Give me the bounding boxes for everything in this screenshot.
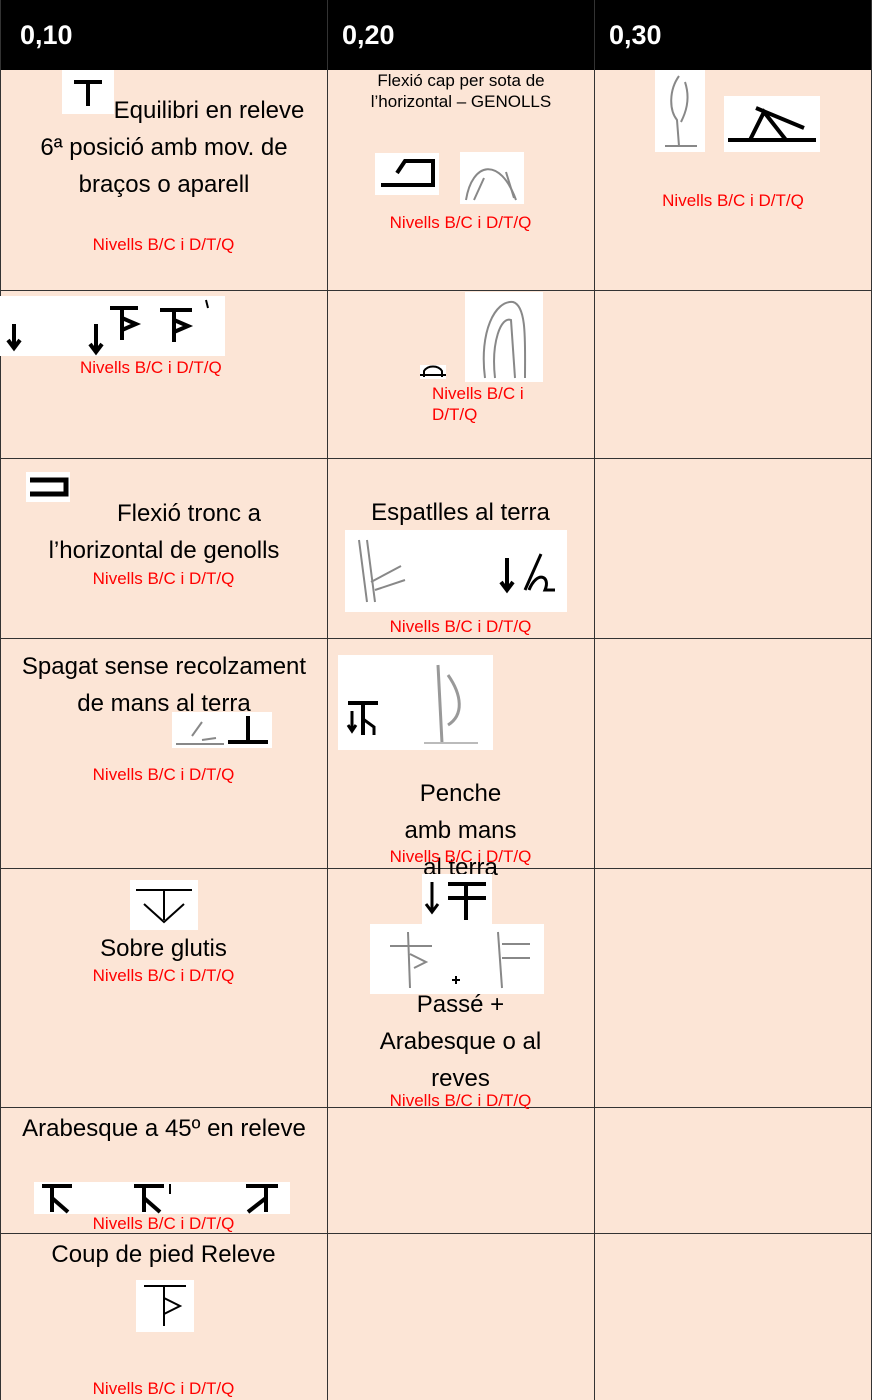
header-cell: 0,30 [609,20,662,50]
border [0,1233,872,1234]
cell-levels: Nivells B/C i D/T/Q [92,1214,235,1233]
cell-levels: Nivells B/C i D/T/Q [92,966,235,985]
border [0,458,872,459]
cell-text: Flexió cap per sota de l’horizontal – GE… [370,71,552,111]
cell-text: Spagat sense recolzament de mans al terr… [21,653,307,717]
icon [130,880,198,930]
icon [26,472,70,502]
cell-text: Penche amb mans al terra [404,780,517,881]
cell-text: Sobre glutis [100,935,227,962]
border [0,1107,872,1108]
icon [0,296,225,356]
border [0,638,872,639]
icon [465,292,543,382]
icon [724,96,820,152]
icon [420,365,446,379]
cell-text: Equilibri en releve 6ª posició amb mov. … [40,97,305,198]
cell-levels: Nivells B/C i D/T/Q [389,617,532,636]
header-cell: 0,10 [20,20,73,50]
icon [338,655,493,750]
cell-levels: Nivells B/C i D/T/Q [80,358,222,377]
icon [136,1280,194,1332]
cell-levels: Nivells B/C i D/T/Q [389,213,532,232]
icon [34,1182,290,1214]
icon [62,70,114,114]
icon [422,874,492,924]
cell-text: Passé + Arabesque o al reves [379,991,542,1092]
icon [460,152,524,204]
cell-levels: Nivells B/C i D/T/Q [92,1379,235,1398]
icon [655,70,705,152]
cell-levels: Nivells B/C i D/T/Q [432,384,524,424]
icon [370,924,544,994]
cell-levels: Nivells B/C i D/T/Q [92,235,235,254]
border [327,0,328,1400]
border [0,290,872,291]
cell-text: Coup de pied Releve [51,1241,276,1268]
cell-levels: Nivells B/C i D/T/Q [92,569,235,588]
cell-levels: Nivells B/C i D/T/Q [662,191,804,210]
header-row [0,0,872,70]
icon [375,153,439,195]
icon [345,530,567,612]
cell-text: Flexió tronc a l’horizontal de genolls [48,500,280,564]
cell-levels: Nivells B/C i D/T/Q [389,847,532,866]
header-cell: 0,20 [342,20,395,50]
cell-text: Arabesque a 45º en releve [22,1115,306,1142]
icon [172,712,272,748]
border [0,0,1,1400]
cell-levels: Nivells B/C i D/T/Q [92,765,235,784]
border [0,868,872,869]
border [594,0,595,1400]
cell-text: Espatlles al terra [371,499,550,526]
cell-levels: Nivells B/C i D/T/Q [389,1091,532,1110]
